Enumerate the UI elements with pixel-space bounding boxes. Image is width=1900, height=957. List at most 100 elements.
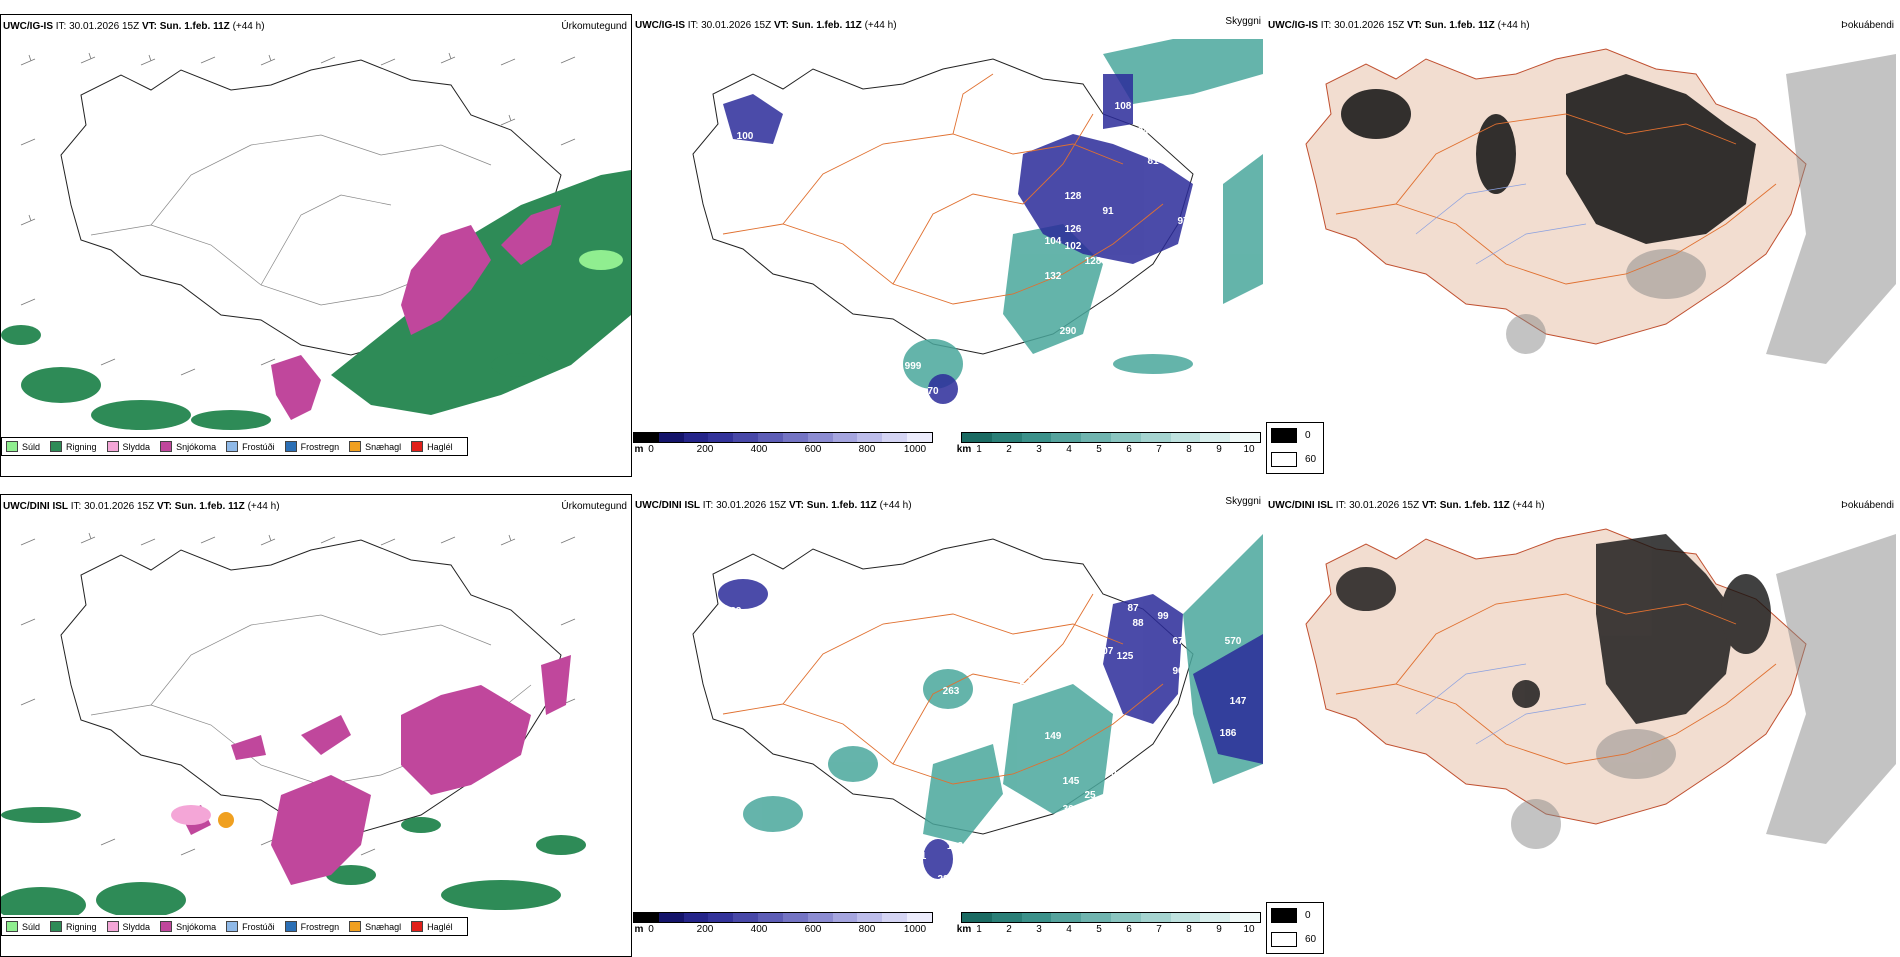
fog-gray [1511,534,1896,849]
ceiling-label: 61 [1147,752,1159,763]
ceiling-label: 128 [1085,256,1102,267]
roads [1335,593,1777,765]
legend-snow-pellets: Snæhagl [349,921,401,932]
ceiling-labels: 132 263 221 149 145 394 25 90 94 61 107 … [725,603,1247,885]
ceiling-label: 91 [1102,206,1114,217]
legend-hail: Haglél [411,921,453,932]
fog-gray [1506,54,1896,364]
fog-legend: 0 60 [1266,422,1324,474]
fog-legend-row: 0 [1267,423,1323,447]
fog-legend-row: 60 [1267,927,1323,951]
panel-title: UWC/DINI ISL IT: 30.01.2026 15Z VT: Sun.… [1268,500,1545,511]
ceiling-label: 399 [1060,346,1077,357]
ceiling-label: 132 [725,606,742,617]
ceiling-label: 25 [1084,790,1096,801]
legend-rain: Rigning [50,921,97,932]
ceiling-visibility-panel[interactable]: UWC/DINI ISL IT: 30.01.2026 15Z VT: Sun.… [633,494,1265,957]
ceiling-label: 107 [1097,646,1114,657]
precip-legend: Súld Rigning Slydda Snjókoma Frostúði Fr… [1,437,468,456]
rivers [1415,663,1587,745]
ceiling-label: 125 [1117,651,1134,662]
ceiling-label: 67 [1172,636,1184,647]
fog-index-panel[interactable]: UWC/DINI ISL IT: 30.01.2026 15Z VT: Sun.… [1266,494,1898,957]
ceiling-map[interactable]: 132 263 221 149 145 394 25 90 94 61 107 … [633,514,1263,909]
roads [722,73,1164,305]
fog-legend-row: 60 [1267,447,1323,471]
visibility-colorbar-bar [961,912,1261,923]
ceiling-visibility-panel[interactable]: UWC/IG-IS IT: 30.01.2026 15Z VT: Sun. 1.… [633,14,1265,477]
ceiling-label: 97 [1177,216,1189,227]
ceiling-label: 122 [1145,281,1162,292]
ceiling-colorbar-labels: m 0 200 400 600 800 1000 [634,444,927,455]
panel-title: UWC/IG-IS IT: 30.01.2026 15Z VT: Sun. 1.… [635,20,897,31]
ceiling-label: 90 [1172,666,1184,677]
roads [1335,113,1777,285]
precip-type-panel[interactable]: UWC/DINI ISL IT: 30.01.2026 15Z VT: Sun.… [0,494,632,957]
ceiling-label: 99 [1157,611,1169,622]
precip-type-title: Úrkomutegund [561,501,627,512]
precip-drizzle [579,250,623,270]
precip-snow [181,655,571,885]
ceiling-label: 21 [1107,296,1119,307]
panel-title: UWC/IG-IS IT: 30.01.2026 15Z VT: Sun. 1.… [3,21,265,32]
visibility-colorbar: km 1 2 3 4 5 6 7 8 9 10 [956,432,1261,472]
ceiling-label: 81 [1147,156,1159,167]
panel-title: UWC/DINI ISL IT: 30.01.2026 15Z VT: Sun.… [635,500,912,511]
precip-legend: Súld Rigning Slydda Snjókoma Frostúði Fr… [1,917,468,936]
precip-type-panel[interactable]: UWC/IG-IS IT: 30.01.2026 15Z VT: Sun. 1.… [0,14,632,477]
legend-hail: Haglél [411,441,453,452]
ceiling-label: 999 [905,361,922,372]
ceiling-label: 100 [737,131,754,142]
visibility-colorbar-labels: km 1 2 3 4 5 6 7 8 9 10 [956,444,1255,455]
ceiling-map[interactable]: 999 123 70 108 94 81 104 128 126 102 91 … [633,34,1263,429]
roads [722,593,1164,785]
precip-pellets [218,812,234,828]
ceiling-label: 87 [1127,603,1139,614]
ceiling-label: 123 [893,378,910,389]
visibility-title: Skyggni [1225,16,1261,27]
legend-freezing-drizzle: Frostúði [226,441,275,452]
panel-title: UWC/DINI ISL IT: 30.01.2026 15Z VT: Sun.… [3,501,280,512]
visibility-colorbar: km 1 2 3 4 5 6 7 8 9 10 [956,912,1261,952]
fog-dark [1341,74,1756,244]
visibility-title: Skyggni [1225,496,1261,507]
rivers [1415,183,1587,265]
visibility-colorbar-labels: km 1 2 3 4 5 6 7 8 9 10 [956,924,1255,935]
legend-freezing-rain: Frostregn [284,921,339,932]
fog-index-panel[interactable]: UWC/IG-IS IT: 30.01.2026 15Z VT: Sun. 1.… [1266,14,1898,477]
ceiling-label: 221 [1020,676,1037,687]
fog-dark [1336,534,1771,724]
legend-freezing-rain: Frostregn [284,441,339,452]
precip-map[interactable] [1,515,631,915]
fog-legend: 0 60 [1266,902,1324,954]
ceiling-label: 94 [1137,126,1149,137]
legend-rain: Rigning [50,441,97,452]
ceiling-label: 94 [1121,738,1133,749]
ceiling-colorbar: m 0 200 400 600 800 1000 [633,432,933,472]
legend-snow: Snjókoma [160,921,216,932]
legend-snow-pellets: Snæhagl [349,441,401,452]
precip-rain [1,807,586,915]
ceiling-label: 108 [1115,101,1132,112]
ceiling-colorbar-labels: m 0 200 400 600 800 1000 [634,924,927,935]
precip-rain [1,170,631,430]
ceiling-label: 263 [943,686,960,697]
precip-sleet [171,805,211,825]
ceiling-label: 145 [1063,776,1080,787]
ceiling-colorbar-bar [633,912,933,923]
ceiling-label: 128 [1065,191,1082,202]
ceiling-label: 394 [1063,804,1080,815]
ceiling-blue [723,74,1193,404]
ceiling-label: 104 [1045,236,1062,247]
ceiling-label: 149 [1045,731,1062,742]
ceiling-label: 570 [1225,636,1242,647]
legend-drizzle: Súld [6,921,40,932]
precip-map[interactable] [1,35,631,435]
panel-title: UWC/IG-IS IT: 30.01.2026 15Z VT: Sun. 1.… [1268,20,1530,31]
ceiling-label: 28 [937,874,949,885]
fog-map[interactable] [1266,34,1896,429]
fog-index-title: Þokuábendi [1841,500,1894,511]
fog-map[interactable] [1266,514,1896,909]
visibility-colorbar-bar [961,432,1261,443]
precip-type-title: Úrkomutegund [561,21,627,32]
